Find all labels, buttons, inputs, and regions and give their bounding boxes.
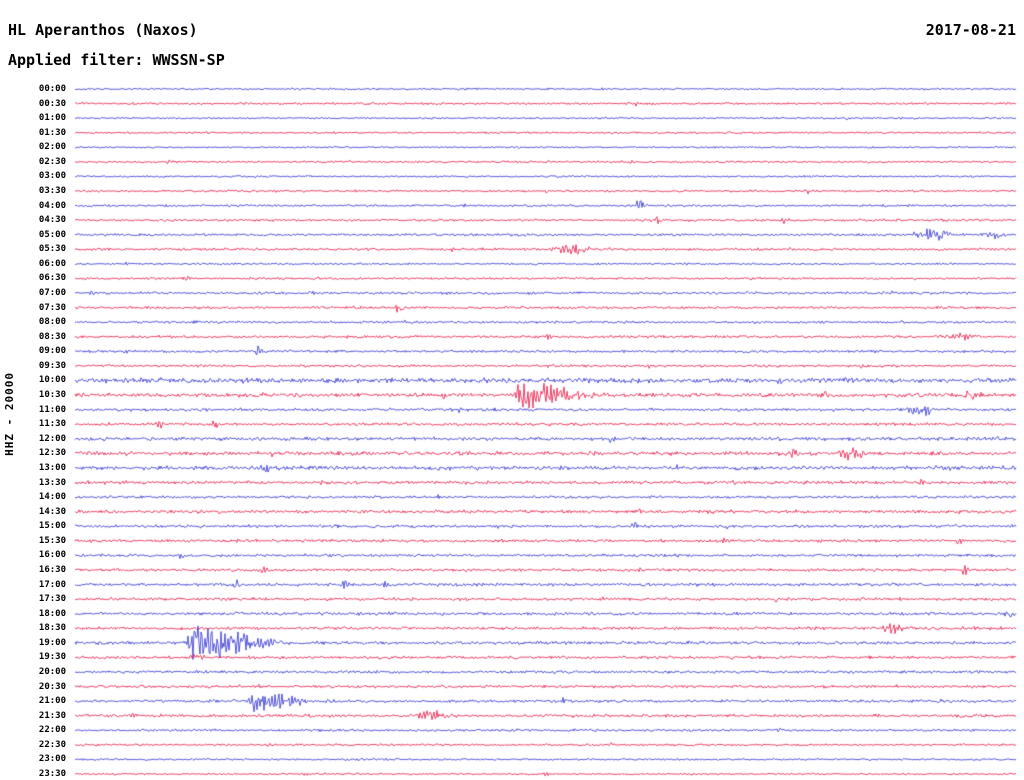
record-date: 2017-08-21 bbox=[925, 21, 1016, 39]
station-title: HL Aperanthos (Naxos) bbox=[8, 21, 198, 39]
channel-scale-label: HHZ - 20000 bbox=[3, 372, 16, 456]
filter-label: Applied filter: WWSSN-SP bbox=[8, 51, 225, 69]
